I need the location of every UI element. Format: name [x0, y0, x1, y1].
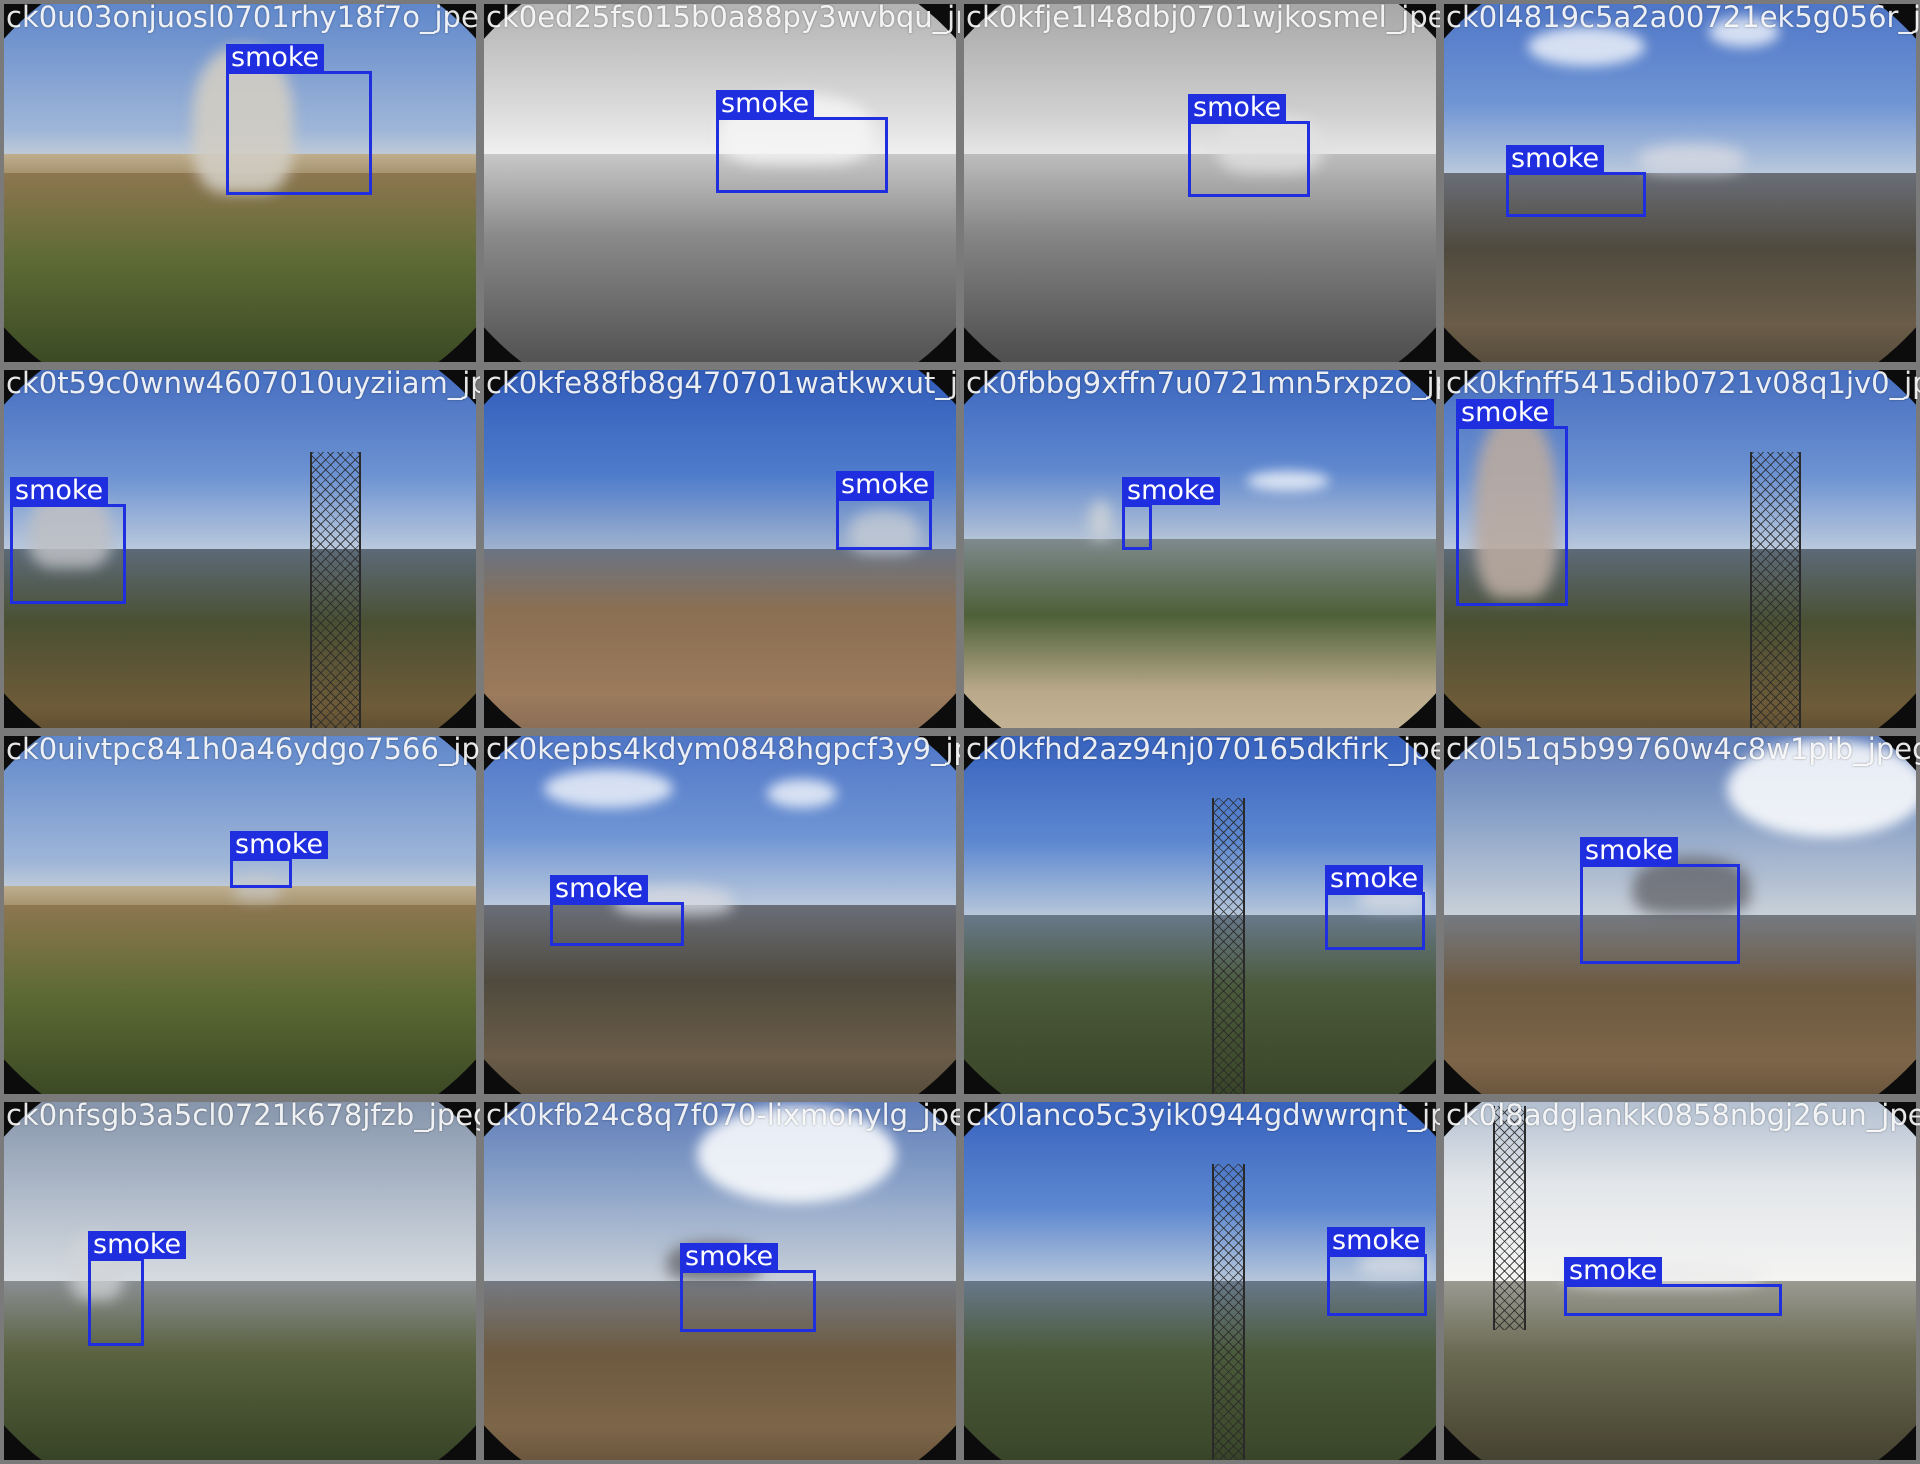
image-filename: ck0fbbg9xffn7u0721mn5rxpzo_jpeg.rf. [966, 366, 1440, 400]
grid-tile-15[interactable]: smoke ck0lanco5c3yik0944gdwwrqnt_jpeg.rf… [960, 1098, 1440, 1464]
image-filename: ck0nfsgb3a5cl0721k678jfzb_jpeg.rf. [6, 1098, 480, 1132]
camera-image [484, 370, 956, 728]
image-filename: ck0lanco5c3yik0944gdwwrqnt_jpeg.rf. [966, 1098, 1440, 1132]
camera-image [4, 370, 476, 728]
grid-tile-12[interactable]: smoke ck0l51q5b99760w4c8w1pib_jpeg.rf. [1440, 732, 1920, 1098]
camera-image [484, 4, 956, 362]
detection-box: smoke [1122, 477, 1221, 550]
detection-box: smoke [1327, 1227, 1427, 1316]
image-filename: ck0kfe88fb8g470701watkwxut_jpeg.rf. [486, 366, 960, 400]
detection-label: smoke [716, 90, 815, 118]
image-filename: ck0kfnff5415dib0721v08q1jv0_jpeg.rf. [1446, 366, 1920, 400]
detection-box: smoke [716, 90, 888, 193]
camera-image [1444, 370, 1916, 728]
grid-tile-16[interactable]: smoke ck0l8adglankk0858nbgj26un_jpeg.rf. [1440, 1098, 1920, 1464]
detection-label: smoke [88, 1231, 187, 1259]
camera-image [4, 1102, 476, 1460]
grid-tile-3[interactable]: smoke ck0kfje1l48dbj0701wjkosmel_jpeg.rf… [960, 0, 1440, 366]
grid-tile-5[interactable]: smoke ck0t59c0wnw4607010uyziiam_jpeg.rf. [0, 366, 480, 732]
detection-box: smoke [10, 477, 126, 604]
image-filename: ck0kepbs4kdym0848hgpcf3y9_jpeg.rf. [486, 732, 960, 766]
image-filename: ck0ed25fs015b0a88py3wvbqu_jpeg.rf. [486, 0, 960, 34]
grid-tile-4[interactable]: smoke ck0l4819c5a2a00721ek5g056r_jpeg.rf… [1440, 0, 1920, 366]
detection-box: smoke [88, 1231, 187, 1346]
camera-image [964, 736, 1436, 1094]
grid-tile-9[interactable]: smoke ck0uivtpc841h0a46ydgo7566_jpeg.rf. [0, 732, 480, 1098]
grid-tile-14[interactable]: smoke ck0kfb24c8q7f070-lixmonylg_jpeg.rf… [480, 1098, 960, 1464]
detection-label: smoke [1325, 865, 1424, 893]
image-filename: ck0l8adglankk0858nbgj26un_jpeg.rf. [1446, 1098, 1920, 1132]
grid-tile-11[interactable]: smoke ck0kfhd2az94nj070165dkfirk_jpeg.rf… [960, 732, 1440, 1098]
detection-label: smoke [1188, 94, 1287, 122]
detection-box: smoke [1564, 1257, 1782, 1316]
grid-tile-7[interactable]: smoke ck0fbbg9xffn7u0721mn5rxpzo_jpeg.rf… [960, 366, 1440, 732]
image-filename: ck0kfhd2az94nj070165dkfirk_jpeg.rf. [966, 732, 1440, 766]
detection-box: smoke [836, 471, 935, 550]
image-filename: ck0u03onjuosl0701rhy18f7o_jpeg.rf. [6, 0, 480, 34]
detection-label: smoke [1456, 399, 1555, 427]
image-filename: ck0t59c0wnw4607010uyziiam_jpeg.rf. [6, 366, 480, 400]
detection-box: smoke [1456, 399, 1568, 606]
grid-tile-13[interactable]: smoke ck0nfsgb3a5cl0721k678jfzb_jpeg.rf. [0, 1098, 480, 1464]
camera-image [1444, 1102, 1916, 1460]
camera-image [484, 1102, 956, 1460]
camera-image [1444, 4, 1916, 362]
camera-image [964, 4, 1436, 362]
image-filename: ck0uivtpc841h0a46ydgo7566_jpeg.rf. [6, 732, 480, 766]
image-filename: ck0l51q5b99760w4c8w1pib_jpeg.rf. [1446, 732, 1920, 766]
detection-label: smoke [226, 44, 325, 72]
grid-tile-2[interactable]: smoke ck0ed25fs015b0a88py3wvbqu_jpeg.rf. [480, 0, 960, 366]
detection-label: smoke [230, 831, 329, 859]
detection-box: smoke [1506, 145, 1646, 217]
detection-box: smoke [1325, 865, 1425, 950]
grid-tile-1[interactable]: smoke ck0u03onjuosl0701rhy18f7o_jpeg.rf. [0, 0, 480, 366]
detection-box: smoke [1188, 94, 1310, 197]
detection-label: smoke [1327, 1227, 1426, 1255]
camera-image [4, 736, 476, 1094]
detection-label: smoke [1122, 477, 1221, 505]
detection-label: smoke [1580, 837, 1679, 865]
camera-image [964, 370, 1436, 728]
detection-label: smoke [680, 1243, 779, 1271]
detection-box: smoke [226, 44, 372, 195]
detection-label: smoke [550, 875, 649, 903]
detection-label: smoke [1564, 1257, 1663, 1285]
detection-box: smoke [550, 875, 684, 946]
detection-label: smoke [836, 471, 935, 499]
detection-label: smoke [10, 477, 109, 505]
grid-tile-8[interactable]: smoke ck0kfnff5415dib0721v08q1jv0_jpeg.r… [1440, 366, 1920, 732]
image-filename: ck0kfb24c8q7f070-lixmonylg_jpeg.rf. [486, 1098, 960, 1132]
grid-tile-6[interactable]: smoke ck0kfe88fb8g470701watkwxut_jpeg.rf… [480, 366, 960, 732]
image-filename: ck0l4819c5a2a00721ek5g056r_jpeg.rf. [1446, 0, 1920, 34]
grid-tile-10[interactable]: smoke ck0kepbs4kdym0848hgpcf3y9_jpeg.rf. [480, 732, 960, 1098]
camera-image [484, 736, 956, 1094]
detection-box: smoke [680, 1243, 816, 1332]
image-filename: ck0kfje1l48dbj0701wjkosmel_jpeg.rf. [966, 0, 1440, 34]
detection-label: smoke [1506, 145, 1605, 173]
camera-image [1444, 736, 1916, 1094]
detection-box: smoke [1580, 837, 1740, 964]
detection-box: smoke [230, 831, 329, 888]
